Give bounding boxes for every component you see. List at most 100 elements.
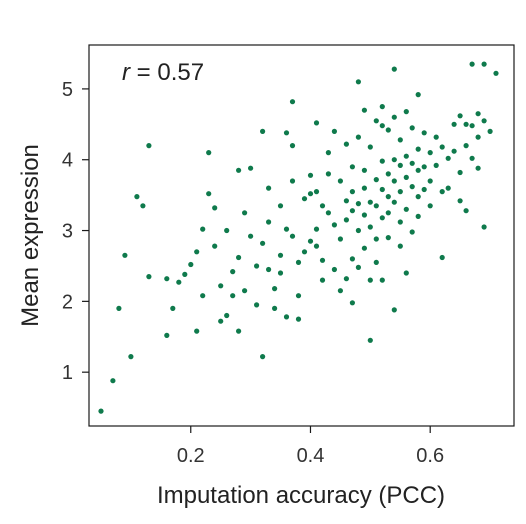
data-point (349, 164, 355, 170)
data-point (367, 277, 373, 283)
data-point (421, 130, 427, 136)
x-tick-label: 0.2 (177, 445, 205, 467)
data-point (301, 249, 308, 255)
y-axis-title: Mean expression (17, 144, 44, 327)
data-point (289, 99, 296, 105)
data-point (367, 337, 373, 343)
data-point (397, 243, 403, 249)
data-point (397, 189, 403, 195)
data-point (397, 162, 403, 168)
data-point (373, 118, 379, 124)
data-point (355, 264, 361, 270)
data-point (343, 141, 349, 147)
data-point (266, 185, 272, 191)
data-point (146, 274, 152, 280)
data-point (289, 178, 296, 184)
data-point (230, 293, 236, 299)
data-point (397, 137, 403, 143)
data-point (313, 120, 320, 126)
correlation-annotation: r = 0.57 (122, 59, 204, 86)
data-point (283, 226, 290, 232)
data-point (391, 199, 397, 205)
data-point (331, 266, 337, 273)
data-point (373, 177, 379, 183)
data-point (331, 222, 337, 228)
data-point (391, 114, 397, 120)
data-point (427, 178, 433, 184)
data-point (242, 288, 248, 294)
data-point (475, 111, 481, 117)
data-point (355, 134, 361, 140)
data-point (236, 254, 242, 261)
data-point (409, 229, 415, 235)
x-tick-label: 0.4 (297, 445, 325, 467)
data-point (373, 203, 379, 209)
data-point (379, 123, 385, 129)
data-point (301, 196, 308, 202)
data-point (463, 121, 469, 127)
data-point (355, 227, 361, 234)
data-point (313, 189, 320, 195)
data-point (128, 354, 134, 360)
data-point (260, 128, 266, 134)
data-point (415, 146, 421, 152)
data-point (379, 186, 385, 193)
data-point (289, 233, 296, 239)
data-point (415, 194, 421, 200)
data-point (361, 167, 367, 173)
data-point (433, 134, 439, 140)
data-point (373, 259, 379, 265)
x-axis-title: Imputation accuracy (PCC) (157, 482, 445, 509)
data-point (409, 125, 415, 131)
data-point (415, 213, 421, 219)
data-point (313, 226, 320, 232)
y-tick-label: 4 (62, 150, 73, 172)
data-point (361, 107, 367, 113)
data-point (373, 236, 379, 242)
data-point (146, 143, 152, 149)
data-point (463, 208, 469, 214)
data-point (475, 134, 481, 140)
data-point (385, 194, 391, 200)
data-point (439, 254, 445, 261)
data-point (295, 259, 302, 265)
data-point (140, 203, 146, 209)
data-point (397, 219, 403, 225)
data-point (283, 130, 290, 136)
data-point (361, 212, 367, 218)
data-point (313, 243, 320, 249)
data-point (337, 178, 343, 184)
correlation-value: = 0.57 (130, 59, 204, 86)
data-point (415, 167, 421, 173)
data-point (307, 172, 314, 178)
y-tick-label: 1 (62, 362, 73, 384)
data-point (349, 256, 355, 262)
data-point (331, 128, 337, 134)
data-point (439, 144, 445, 150)
data-point (218, 283, 224, 289)
data-point (457, 113, 463, 119)
data-point (266, 219, 272, 225)
data-point (236, 167, 242, 173)
data-point (415, 92, 421, 98)
data-point (355, 201, 361, 207)
data-point (361, 185, 367, 191)
y-tick-label: 5 (62, 79, 73, 101)
data-point (254, 302, 260, 308)
data-point (218, 318, 224, 324)
data-point (379, 277, 385, 283)
y-axis-ticks: 1 2 3 4 5 (62, 79, 89, 384)
data-point (272, 286, 278, 292)
data-point (176, 279, 182, 285)
data-point (367, 224, 373, 230)
data-point (355, 79, 361, 85)
data-point (206, 150, 212, 156)
data-point (134, 194, 140, 200)
data-point (403, 270, 409, 276)
data-point (242, 210, 248, 216)
data-point (379, 158, 385, 164)
data-point (194, 328, 200, 334)
data-point (248, 233, 254, 239)
data-point (469, 123, 475, 129)
